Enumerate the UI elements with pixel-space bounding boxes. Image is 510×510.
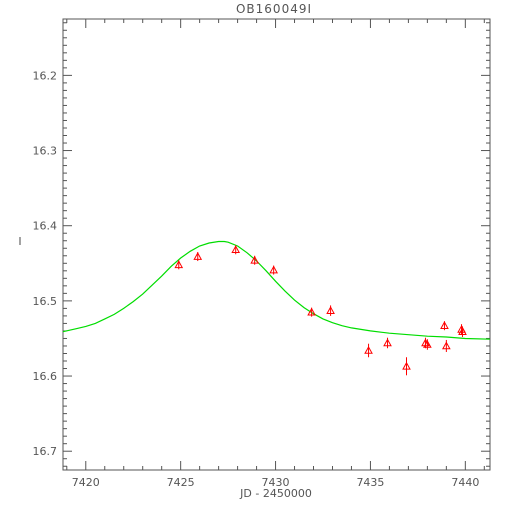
triangle-marker xyxy=(458,327,467,335)
triangle-marker xyxy=(269,265,279,274)
triangle-marker xyxy=(231,245,241,254)
triangle-marker xyxy=(326,306,335,314)
triangle-marker xyxy=(193,251,203,260)
y-tick-label: 16.2 xyxy=(33,69,58,82)
data-point xyxy=(364,343,373,358)
triangle-marker xyxy=(383,338,392,347)
data-points-group xyxy=(174,245,467,376)
x-tick-label: 7420 xyxy=(72,476,100,489)
data-point xyxy=(458,326,467,337)
triangle-marker xyxy=(307,307,316,316)
data-point xyxy=(231,245,241,255)
data-point xyxy=(193,251,203,262)
data-point xyxy=(269,265,279,275)
triangle-marker xyxy=(174,260,184,269)
chart-title: OB160049I xyxy=(236,2,312,16)
model-curve-line xyxy=(62,240,491,340)
x-tick-label: 7430 xyxy=(262,476,290,489)
y-tick-label: 16.7 xyxy=(33,445,58,458)
data-point xyxy=(423,339,432,350)
x-axis-label: JD - 2450000 xyxy=(239,487,312,500)
y-tick-label: 16.3 xyxy=(33,145,58,158)
data-point xyxy=(402,357,411,376)
data-point xyxy=(326,305,335,316)
data-point xyxy=(440,321,449,331)
y-tick-label: 16.4 xyxy=(33,220,58,233)
triangle-marker xyxy=(440,321,449,329)
triangle-marker xyxy=(250,255,260,264)
plot-frame xyxy=(62,18,491,471)
triangle-marker xyxy=(364,345,373,354)
data-point xyxy=(307,307,316,317)
data-point xyxy=(383,337,392,349)
triangle-marker xyxy=(423,339,432,348)
model-curve-group xyxy=(62,240,491,340)
data-point xyxy=(442,339,451,352)
x-tick-label: 7435 xyxy=(356,476,384,489)
data-point xyxy=(174,260,184,270)
axis-ticks: 7420 7425 7430 7435 7440 16.2 16.3 16.4 16.5 16.6… xyxy=(33,19,490,489)
triangle-marker xyxy=(442,341,451,350)
x-tick-label: 7425 xyxy=(167,476,195,489)
y-axis-label: I xyxy=(18,235,21,248)
y-tick-label: 16.5 xyxy=(33,295,58,308)
x-tick-label: 7440 xyxy=(451,476,479,489)
data-point xyxy=(250,255,260,265)
y-tick-label: 16.6 xyxy=(33,370,58,383)
triangle-marker xyxy=(402,361,411,370)
